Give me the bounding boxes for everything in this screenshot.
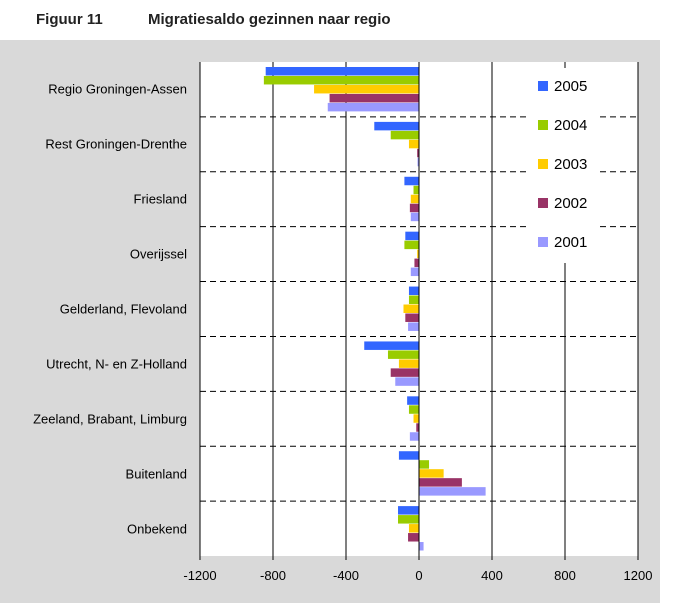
bar	[265, 67, 419, 76]
bar	[407, 396, 419, 405]
legend-label: 2001	[554, 234, 587, 251]
y-tick-label: Friesland	[133, 191, 187, 207]
bar	[413, 185, 419, 195]
bar	[419, 478, 462, 487]
bar	[416, 423, 419, 432]
bar	[417, 157, 419, 167]
legend-swatch	[538, 120, 548, 130]
x-tick-label: -1200	[183, 568, 216, 583]
bar	[413, 414, 419, 423]
bar	[409, 203, 419, 213]
legend-swatch	[538, 159, 548, 169]
bar	[374, 121, 419, 131]
bar	[419, 460, 430, 469]
bar	[409, 432, 419, 441]
figure-label: Figuur 11	[36, 11, 103, 28]
bar	[408, 286, 419, 296]
bar	[405, 313, 419, 322]
bar	[364, 341, 419, 350]
y-tick-label: Buitenland	[125, 466, 187, 482]
legend-label: 2002	[554, 195, 587, 212]
bar	[408, 295, 419, 305]
bar	[390, 368, 419, 377]
bar	[417, 249, 419, 259]
bar	[314, 84, 419, 94]
legend-label: 2005	[554, 78, 587, 95]
y-tick-label: Regio Groningen-Assen	[48, 81, 187, 97]
bar	[404, 240, 419, 250]
legend-swatch	[538, 237, 548, 247]
x-tick-label: 1200	[624, 568, 653, 583]
bar	[327, 102, 419, 112]
bar	[410, 267, 419, 277]
bar	[403, 304, 419, 313]
legend-swatch	[538, 81, 548, 91]
x-tick-label: -400	[333, 568, 359, 583]
bar	[398, 359, 419, 368]
bar	[398, 515, 419, 524]
x-tick-label: -800	[260, 568, 286, 583]
legend-label: 2003	[554, 156, 587, 173]
chart-title: Migratiesaldo gezinnen naar regio	[148, 11, 391, 28]
bar	[410, 212, 419, 222]
x-tick-label: 800	[554, 568, 576, 583]
bar	[417, 148, 419, 158]
bar	[408, 533, 419, 542]
bar	[404, 176, 419, 186]
bar	[419, 487, 486, 496]
y-tick-label: Rest Groningen-Drenthe	[45, 136, 187, 152]
y-tick-label: Overijssel	[129, 246, 187, 262]
bar	[263, 75, 419, 85]
bar	[419, 542, 424, 551]
bar	[414, 258, 419, 268]
bar	[329, 93, 419, 103]
bar	[405, 231, 419, 241]
bar	[408, 139, 419, 149]
y-tick-label: Onbekend	[127, 521, 187, 537]
bar	[408, 524, 419, 533]
y-tick-label: Gelderland, Flevoland	[59, 301, 187, 317]
bar	[387, 350, 419, 359]
bar	[395, 377, 419, 386]
bar	[408, 405, 419, 414]
x-tick-label: 0	[415, 568, 422, 583]
legend-swatch	[538, 198, 548, 208]
bar	[390, 130, 419, 140]
bar	[419, 469, 444, 478]
legend-label: 2004	[554, 117, 587, 134]
bar	[398, 506, 419, 515]
y-tick-label: Zeeland, Brabant, Limburg	[33, 411, 187, 427]
y-tick-label: Utrecht, N- en Z-Holland	[46, 356, 187, 372]
x-tick-label: 400	[481, 568, 503, 583]
bar	[408, 322, 419, 331]
bar	[410, 194, 419, 204]
bar	[398, 451, 419, 460]
